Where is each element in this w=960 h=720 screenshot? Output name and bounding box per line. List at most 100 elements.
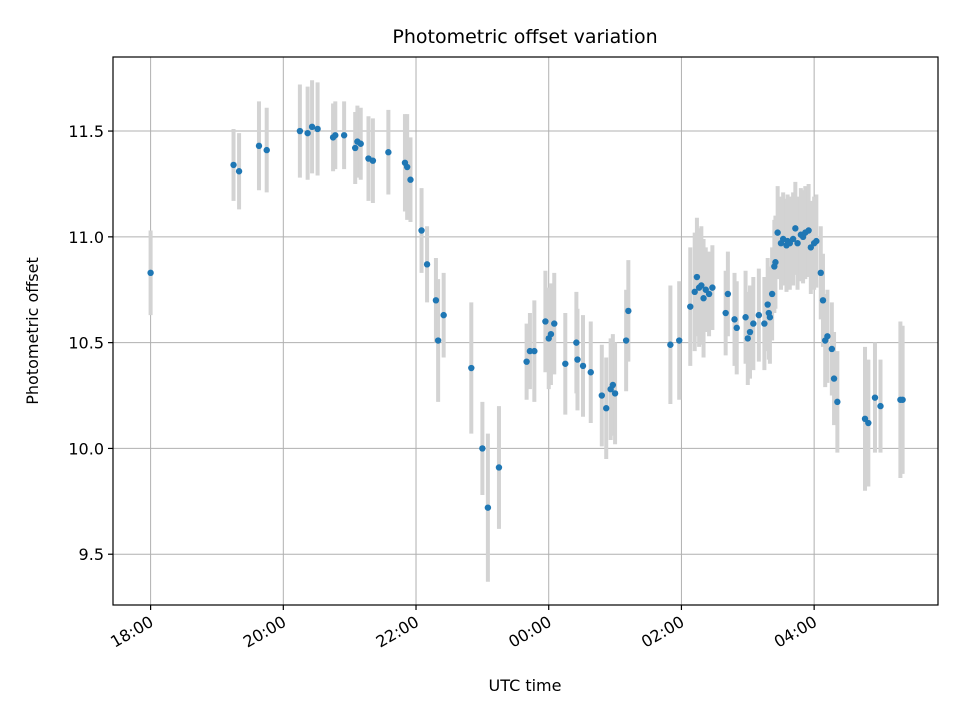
x-tick-label: 02:00 [638, 612, 687, 652]
data-point [263, 146, 270, 154]
data-point [733, 324, 740, 332]
data-point [574, 356, 581, 363]
data-point [722, 309, 729, 317]
data-point [813, 237, 820, 245]
data-point [768, 290, 776, 298]
data-point [385, 149, 392, 156]
data-point [304, 129, 311, 137]
data-point [296, 127, 304, 135]
data-point [484, 504, 492, 511]
y-tick-label: 11.5 [68, 122, 104, 141]
data-point [423, 261, 431, 268]
data-point [551, 320, 558, 327]
data-point [766, 314, 774, 321]
data-point [805, 227, 812, 234]
ticks-layer: 18:00 20:00 22:00 00:00 02:00 04:00 9.5 10.0 10.… [68, 122, 820, 651]
data-point [693, 273, 701, 281]
data-point [817, 269, 824, 277]
data-point [495, 464, 503, 471]
data-point [744, 335, 751, 342]
data-point [235, 168, 243, 175]
data-point [332, 132, 339, 139]
data-point [340, 132, 348, 139]
data-point [432, 297, 440, 304]
points-layer [147, 123, 906, 511]
data-point [407, 176, 414, 183]
x-tick-label: 18:00 [107, 612, 156, 652]
data-point [308, 123, 316, 131]
data-point [369, 157, 377, 164]
x-tick-label: 00:00 [505, 612, 554, 652]
data-point [865, 419, 872, 427]
data-point [698, 282, 705, 289]
data-point [761, 320, 768, 327]
data-point [547, 330, 555, 338]
data-point [828, 345, 836, 353]
data-point [351, 144, 359, 152]
data-point [755, 311, 763, 319]
data-point [792, 225, 799, 232]
data-point [479, 445, 486, 452]
plot-frame [112, 56, 939, 606]
data-point [877, 402, 884, 410]
data-point [746, 328, 754, 336]
y-tick-label: 9.5 [79, 545, 104, 564]
y-tick-label: 10.5 [68, 334, 104, 353]
data-point [700, 295, 707, 302]
data-point [750, 320, 757, 327]
data-point [667, 341, 674, 348]
data-point [573, 339, 580, 346]
data-point [147, 269, 154, 277]
x-tick-label: 20:00 [240, 612, 289, 652]
data-point [587, 369, 594, 376]
data-point [562, 360, 569, 367]
y-tick-label: 11.0 [68, 228, 104, 247]
y-axis-label: Photometric offset [23, 257, 42, 405]
chart-title: Photometric offset variation [392, 26, 657, 48]
data-point [625, 307, 632, 315]
error-bars-layer [148, 80, 905, 582]
data-point [794, 239, 801, 247]
data-point [434, 337, 442, 344]
data-point [440, 311, 447, 319]
data-point [255, 142, 263, 150]
data-point [603, 405, 610, 412]
data-point [403, 163, 411, 171]
data-point [724, 290, 732, 298]
data-point [742, 314, 749, 321]
data-point [526, 347, 534, 355]
data-point [819, 297, 827, 304]
x-tick-label: 04:00 [771, 612, 820, 652]
data-point [709, 284, 716, 291]
data-point [691, 288, 698, 296]
data-point [676, 337, 683, 344]
data-point [834, 398, 841, 406]
y-tick-label: 10.0 [68, 439, 104, 458]
data-point [871, 394, 879, 401]
data-point [705, 290, 713, 298]
data-point [687, 303, 694, 310]
data-point [830, 375, 838, 382]
data-point [579, 362, 587, 370]
data-point [314, 125, 321, 133]
data-point [357, 140, 364, 147]
data-point [523, 358, 530, 365]
data-point [774, 229, 781, 236]
x-axis-label: UTC time [489, 676, 562, 695]
data-point [609, 381, 617, 389]
data-point [611, 390, 619, 397]
data-point [622, 337, 630, 344]
data-point [772, 259, 779, 266]
data-point [789, 235, 797, 243]
data-point [418, 227, 425, 234]
data-point [731, 316, 738, 323]
data-point [542, 318, 549, 325]
data-point [598, 392, 606, 399]
data-point [764, 301, 771, 308]
data-point [899, 396, 906, 403]
data-point [230, 161, 237, 169]
x-tick-label: 22:00 [373, 612, 422, 652]
data-point [531, 347, 538, 355]
